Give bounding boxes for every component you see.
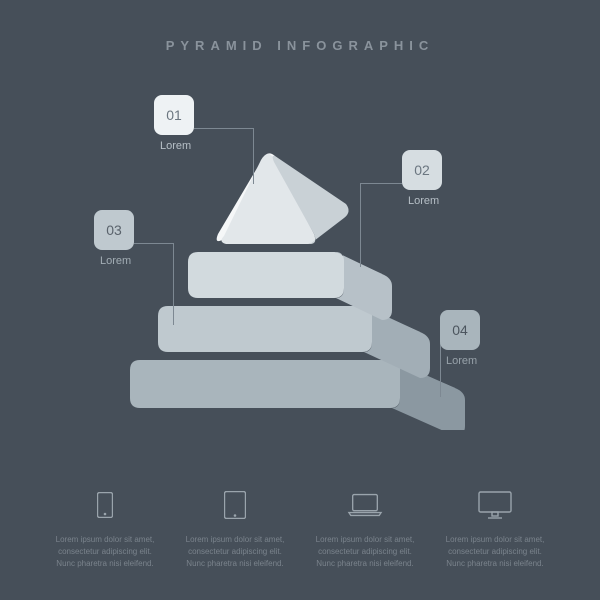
phone-icon bbox=[87, 490, 123, 520]
callout-badge-03: 03 bbox=[94, 210, 134, 250]
footer-col-laptop: Lorem ipsum dolor sit amet, consectetur … bbox=[310, 490, 420, 570]
page-title: PYRAMID INFOGRAPHIC bbox=[0, 38, 600, 53]
connector-02 bbox=[360, 183, 402, 267]
connector-04 bbox=[440, 343, 460, 397]
callout-badge-01: 01 bbox=[154, 95, 194, 135]
footer-text: Lorem ipsum dolor sit amet, consectetur … bbox=[50, 534, 160, 570]
pyramid-3d bbox=[0, 70, 600, 430]
callout-label-03: Lorem bbox=[100, 255, 131, 267]
footer-text: Lorem ipsum dolor sit amet, consectetur … bbox=[440, 534, 550, 570]
callout-num: 02 bbox=[414, 162, 430, 178]
callout-num: 01 bbox=[166, 107, 182, 123]
callout-label-01: Lorem bbox=[160, 140, 191, 152]
footer-text: Lorem ipsum dolor sit amet, consectetur … bbox=[310, 534, 420, 570]
callout-badge-04: 04 bbox=[440, 310, 480, 350]
callout-num: 03 bbox=[106, 222, 122, 238]
callout-badge-02: 02 bbox=[402, 150, 442, 190]
pyramid-stage: 01 Lorem 02 Lorem 03 Lorem 04 Lorem bbox=[0, 70, 600, 430]
footer-text: Lorem ipsum dolor sit amet, consectetur … bbox=[180, 534, 290, 570]
connector-01 bbox=[194, 128, 254, 184]
callout-label-02: Lorem bbox=[408, 195, 439, 207]
tablet-icon bbox=[217, 490, 253, 520]
footer-col-tablet: Lorem ipsum dolor sit amet, consectetur … bbox=[180, 490, 290, 570]
callout-num: 04 bbox=[452, 322, 468, 338]
footer-col-desktop: Lorem ipsum dolor sit amet, consectetur … bbox=[440, 490, 550, 570]
callout-label-04: Lorem bbox=[446, 355, 477, 367]
connector-03 bbox=[134, 243, 174, 325]
footer-row: Lorem ipsum dolor sit amet, consectetur … bbox=[50, 490, 550, 570]
laptop-icon bbox=[347, 490, 383, 520]
desktop-icon bbox=[477, 490, 513, 520]
footer-col-phone: Lorem ipsum dolor sit amet, consectetur … bbox=[50, 490, 160, 570]
